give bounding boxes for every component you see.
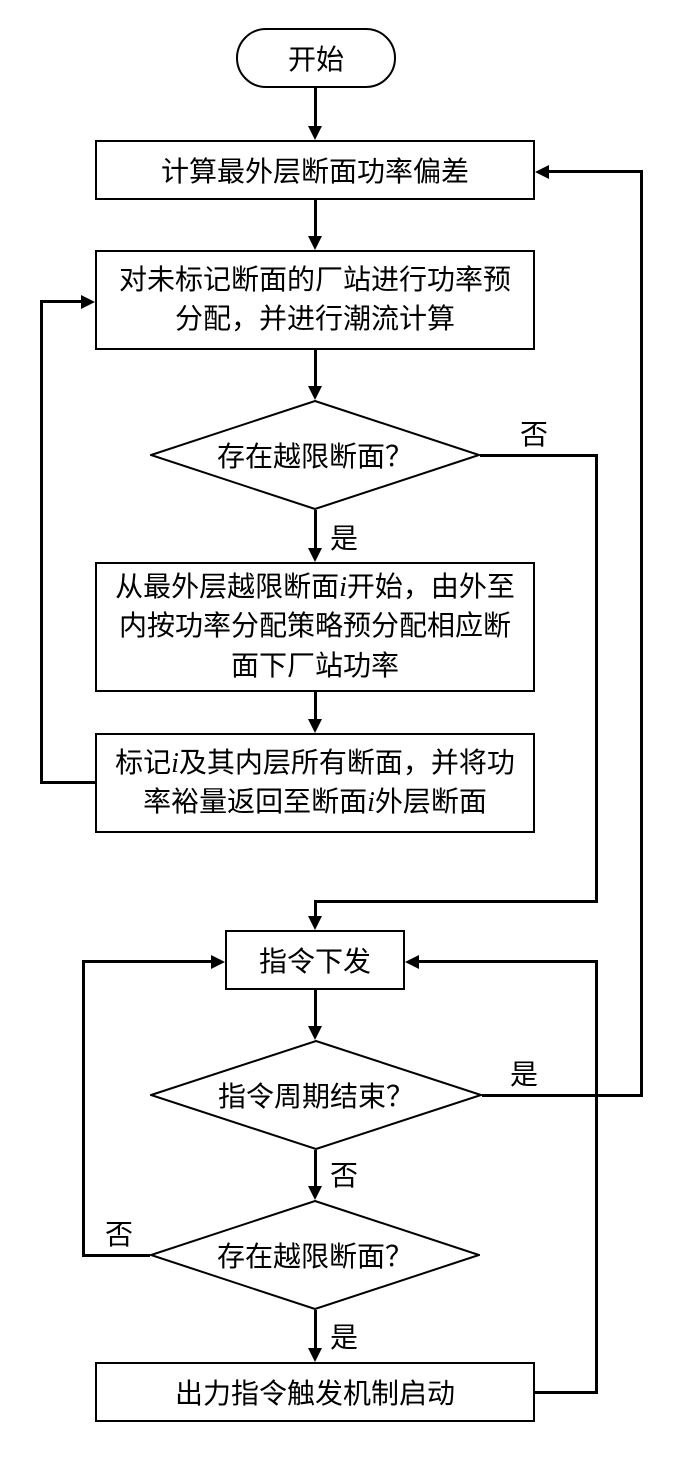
node-issue-cmd: 指令下发 [225,930,405,990]
edge-mark-loop-h1 [40,781,95,784]
edge-alloc-mark [314,692,317,722]
edge-dec1-no-h2 [316,900,598,903]
node-cycle-end: 指令周期结束？ [150,1040,482,1150]
node-pre-allocate: 对未标记断面的厂站进行功率预分配，并进行潮流计算 [95,250,535,350]
edge-dec2-yes [314,1310,317,1350]
arrow-head [81,295,95,309]
edge-label-yes-1: 是 [330,517,358,557]
flowchart-start: 开始 [236,28,396,88]
text-part: 从最外层越限断面 [115,572,339,603]
edge-trigger-loop-v [595,960,598,1394]
decision2-label: 存在越限断面？ [217,1235,413,1275]
arrow-head [405,955,419,969]
node-mark-return: 标记i及其内层所有断面，并将功率裕量返回至断面i外层断面 [95,733,535,833]
arrow-head [308,719,322,733]
arrow-head [308,1348,322,1362]
arrow-head [211,955,225,969]
edge-cycle-no [314,1150,317,1188]
start-label: 开始 [288,38,344,78]
text-part: 标记 [115,748,171,779]
allocate-outer-label: 从最外层越限断面i开始，由外至内按功率分配策略预分配相应断面下厂站功率 [109,568,521,686]
edge-dec2-no-v [82,960,85,1257]
node-has-over-limit-2: 存在越限断面？ [150,1200,480,1310]
text-part: 外层断面 [375,787,487,818]
arrow-head [308,126,322,140]
trigger-start-label: 出力指令触发机制启动 [175,1372,455,1412]
edge-mark-loop-v [40,300,43,784]
edge-dec2-no-h2 [82,960,213,963]
edge-mark-loop-h2 [40,300,83,303]
edge-start-calc [314,88,317,128]
edge-cycle-yes-h [482,1094,642,1097]
edge-label-no-2: 否 [330,1154,358,1194]
edge-label-no-1: 否 [520,413,548,453]
edge-label-no-3: 否 [105,1213,133,1253]
arrow-head [535,165,549,179]
edge-dec1-yes [314,510,317,550]
edge-dec2-no-h1 [82,1254,150,1257]
edge-pre-dec1 [314,350,317,388]
calc-deviation-label: 计算最外层断面功率偏差 [161,150,469,190]
cycle-end-label: 指令周期结束？ [218,1075,414,1115]
arrow-head [308,1186,322,1200]
node-trigger-start: 出力指令触发机制启动 [95,1362,535,1422]
decision1-label: 存在越限断面？ [217,435,413,475]
edge-label-yes-2: 是 [510,1053,538,1093]
text-italic: i [367,787,375,818]
edge-trigger-loop-h2 [418,960,598,963]
issue-cmd-label: 指令下发 [259,940,371,980]
edge-label-yes-3: 是 [330,1316,358,1356]
node-has-over-limit-1: 存在越限断面？ [150,400,480,510]
arrow-head [308,916,322,930]
arrow-head [308,1026,322,1040]
edge-issue-cycle [314,990,317,1028]
edge-dec1-no-h [480,454,598,457]
arrow-head [308,386,322,400]
edge-cycle-yes-h2 [548,170,642,173]
text-italic: i [339,572,347,603]
edge-trigger-loop-h1 [535,1391,598,1394]
arrow-head [308,236,322,250]
text-italic: i [171,748,179,779]
mark-return-label: 标记i及其内层所有断面，并将功率裕量返回至断面i外层断面 [109,744,521,822]
edge-cycle-yes-v [640,170,643,1097]
edge-dec1-no-v [595,454,598,902]
edge-calc-pre [314,200,317,238]
node-allocate-outer: 从最外层越限断面i开始，由外至内按功率分配策略预分配相应断面下厂站功率 [95,562,535,692]
arrow-head [308,548,322,562]
pre-allocate-label: 对未标记断面的厂站进行功率预分配，并进行潮流计算 [109,261,521,339]
node-calc-deviation: 计算最外层断面功率偏差 [95,140,535,200]
